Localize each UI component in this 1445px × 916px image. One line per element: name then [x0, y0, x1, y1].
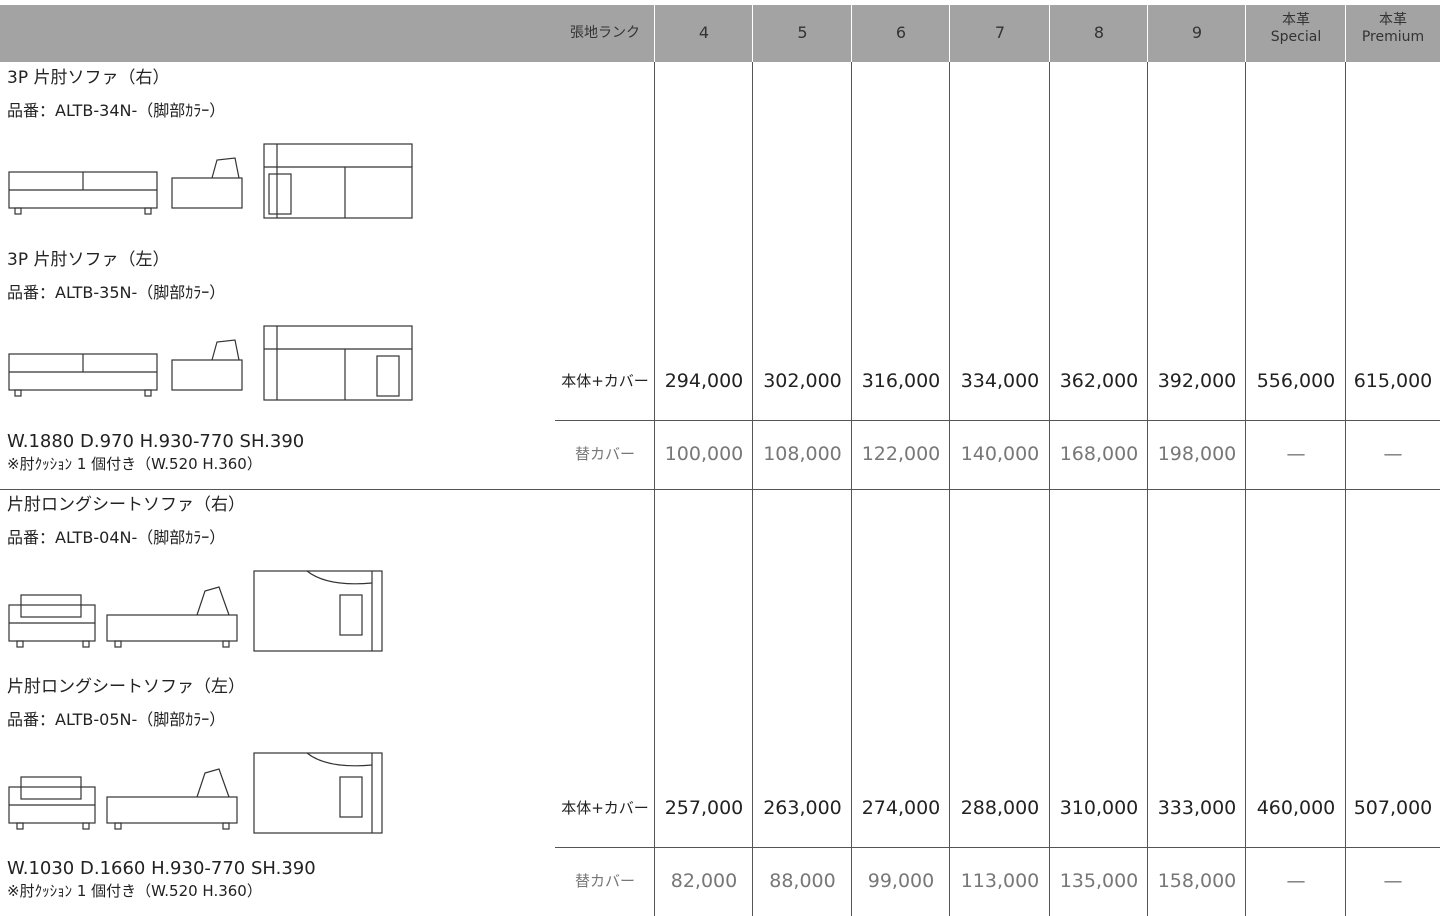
product-name: 3P 片肘ソファ（右）: [7, 68, 170, 88]
row-label: 替カバー: [574, 872, 635, 890]
product-name: 3P 片肘ソファ（左）: [7, 250, 170, 270]
header-divider: [654, 5, 655, 62]
product-name: 片肘ロングシートソファ（左）: [7, 677, 245, 697]
header-divider: [1245, 5, 1246, 62]
row-label: 本体+カバー: [561, 372, 649, 390]
column-header: 5: [797, 23, 808, 42]
dimensions: W.1880 D.970 H.930-770 SH.390: [7, 431, 305, 452]
header-divider: [752, 5, 753, 62]
price: 113,000: [960, 870, 1040, 892]
section-divider: [0, 489, 1440, 490]
sofa-drawing: [8, 570, 383, 652]
price: 198,000: [1157, 443, 1237, 465]
column-header: 4: [698, 23, 710, 42]
price: —: [1383, 443, 1403, 465]
price: 82,000: [670, 870, 738, 892]
header-divider: [949, 5, 950, 62]
column-header: 6: [895, 23, 907, 42]
header-divider: [1049, 5, 1050, 62]
header-divider: [851, 5, 852, 62]
column-header: 8: [1093, 23, 1105, 42]
row-divider: [555, 420, 1440, 421]
column-header: 9: [1191, 23, 1203, 42]
price: 274,000: [861, 797, 941, 819]
price: 168,000: [1059, 443, 1139, 465]
rank-label: 張地ランク: [570, 25, 640, 41]
product-code: 品番：ALTB-05N-（脚部ｶﾗｰ）: [7, 710, 226, 729]
price: —: [1286, 870, 1306, 892]
column-header: 本革: [1282, 12, 1310, 28]
column-header: 本革: [1379, 12, 1407, 28]
price: 135,000: [1059, 870, 1139, 892]
price: 310,000: [1059, 797, 1139, 819]
sofa-drawing: [8, 325, 413, 401]
price: 362,000: [1059, 370, 1139, 392]
price: 99,000: [867, 870, 935, 892]
price: 294,000: [664, 370, 744, 392]
price: 257,000: [664, 797, 744, 819]
price: 334,000: [960, 370, 1040, 392]
header-divider: [1147, 5, 1148, 62]
price: 158,000: [1157, 870, 1237, 892]
price: 140,000: [960, 443, 1040, 465]
product-code: 品番：ALTB-34N-（脚部ｶﾗｰ）: [7, 101, 226, 120]
price: 263,000: [763, 797, 842, 819]
price: 507,000: [1353, 797, 1433, 819]
sofa-drawing: [8, 143, 413, 219]
row-label: 本体+カバー: [561, 799, 649, 817]
price: 556,000: [1256, 370, 1336, 392]
dimensions: W.1030 D.1660 H.930-770 SH.390: [7, 858, 316, 879]
price: 392,000: [1157, 370, 1237, 392]
product-code: 品番：ALTB-35N-（脚部ｶﾗｰ）: [7, 283, 226, 302]
column-header: Special: [1270, 29, 1322, 45]
price: 460,000: [1256, 797, 1336, 819]
price: 288,000: [960, 797, 1040, 819]
column-header: Premium: [1361, 29, 1425, 45]
price: —: [1286, 443, 1306, 465]
row-label: 替カバー: [574, 445, 635, 463]
header-divider: [1345, 5, 1346, 62]
price: 615,000: [1353, 370, 1433, 392]
product-name: 片肘ロングシートソファ（右）: [7, 495, 245, 515]
row-divider: [555, 847, 1440, 848]
price: 316,000: [861, 370, 941, 392]
cushion-note: ※肘ｸｯｼｮﾝ 1 個付き（W.520 H.360）: [7, 882, 262, 900]
column-header: 7: [994, 23, 1006, 42]
price: 100,000: [664, 443, 744, 465]
price: 333,000: [1157, 797, 1237, 819]
price: 88,000: [769, 870, 836, 892]
price: —: [1383, 870, 1403, 892]
price: 302,000: [763, 370, 842, 392]
sofa-drawing: [8, 752, 383, 834]
header-bar: [0, 5, 1440, 62]
product-code: 品番：ALTB-04N-（脚部ｶﾗｰ）: [7, 528, 226, 547]
price: 108,000: [763, 443, 842, 465]
price: 122,000: [861, 443, 941, 465]
cushion-note: ※肘ｸｯｼｮﾝ 1 個付き（W.520 H.360）: [7, 455, 262, 473]
